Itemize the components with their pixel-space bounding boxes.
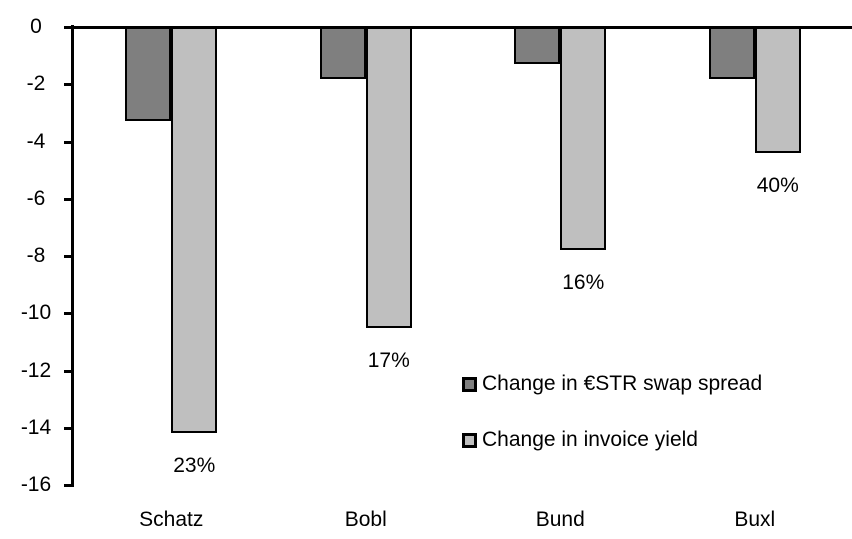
zero-baseline [71,26,852,29]
y-axis-tick-label: -16 [20,473,52,496]
bar-swap-spread-buxl [708,27,755,79]
legend: Change in €STR swap spread Change in inv… [462,371,762,483]
y-axis-tick [64,312,74,316]
y-axis-tick-label: -2 [26,72,46,96]
bar-value-label-buxl: 40% [756,174,799,197]
bar-value-label-bund: 16% [562,271,605,294]
y-axis-tick [64,197,74,201]
y-axis-tick [64,255,74,258]
x-axis-label-schatz: Schatz [139,508,204,531]
bar-invoice-yield-schatz [171,27,218,433]
legend-swatch-invoice-yield-icon [462,432,477,448]
legend-label-invoice-yield: Change in invoice yield [482,428,698,451]
y-axis-tick [64,26,74,29]
y-axis-tick-label: 0 [30,15,42,38]
y-axis-tick-label: -8 [26,244,46,267]
legend-item-invoice-yield: Change in invoice yield [462,427,762,453]
y-axis-tick [64,83,74,87]
y-axis-tick-label: -12 [20,358,52,382]
y-axis-tick [64,426,74,430]
bar-swap-spread-bund [514,27,561,64]
legend-swatch-swap-spread-icon [462,376,477,392]
y-axis-tick-label: -10 [20,301,52,325]
y-axis-tick [64,369,74,373]
bar-invoice-yield-buxl [754,27,801,153]
y-axis-tick-label: -14 [20,415,52,439]
y-axis-tick-label: -4 [26,129,46,153]
y-axis-tick [64,140,74,144]
bar-value-label-bobl: 17% [367,349,410,372]
x-axis-label-bund: Bund [535,508,585,531]
bar-invoice-yield-bobl [365,27,412,328]
legend-label-swap-spread: Change in €STR swap spread [482,372,763,395]
y-axis-tick-label: -6 [26,186,46,210]
y-axis-tick [64,484,74,487]
bar-swap-spread-schatz [125,27,172,121]
x-axis-label-bobl: Bobl [344,508,387,531]
bar-invoice-yield-bund [560,27,607,250]
bar-value-label-schatz: 23% [173,454,216,477]
x-axis-label-buxl: Buxl [734,508,776,531]
legend-item-swap-spread: Change in €STR swap spread [462,371,762,397]
bar-swap-spread-bobl [319,27,366,79]
